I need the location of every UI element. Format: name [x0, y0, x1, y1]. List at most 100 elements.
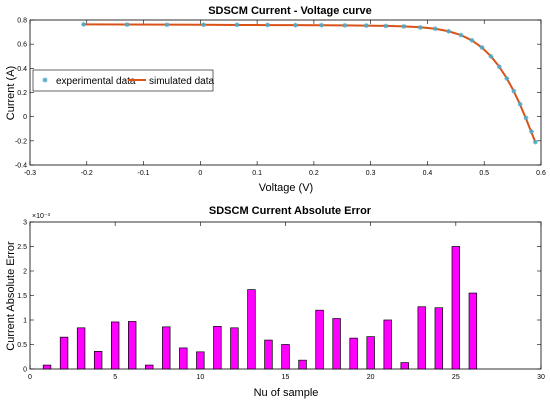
experimental-data-point [446, 28, 452, 34]
experimental-data-point [363, 23, 369, 28]
experimental-data-point [234, 22, 240, 28]
experimental-series [81, 21, 538, 145]
iv-x-tick-label: 0.6 [536, 170, 546, 177]
iv-x-tick-label: -0.2 [81, 170, 93, 177]
iv-chart-title: SDSCM Current - Voltage curve [208, 5, 372, 17]
error-bar [349, 337, 358, 370]
error-chart-title: SDSCM Current Absolute Error [209, 205, 372, 217]
error-y-tick-label: 2 [23, 269, 27, 276]
experimental-data-point [458, 32, 464, 38]
iv-legend: experimental data simulated data [32, 69, 214, 92]
iv-y-tick-label: -0.2 [15, 138, 27, 145]
error-bar [128, 321, 137, 370]
experimental-data-point [479, 45, 485, 50]
experimental-data-point [318, 22, 324, 28]
error-bar [110, 321, 120, 370]
error-bar [247, 289, 256, 370]
iv-plot-area [29, 19, 542, 166]
experimental-data-point [401, 24, 407, 29]
error-bar [179, 347, 188, 370]
experimental-data-point [265, 22, 271, 28]
experimental-data-point [417, 25, 423, 30]
iv-y-axis-label: Current (A) [5, 66, 17, 120]
iv-x-axis-label: Voltage (V) [259, 182, 313, 194]
iv-y-tick-label: -0.4 [15, 163, 27, 170]
error-x-axis-label: Nu of sample [254, 387, 319, 399]
error-bar [468, 292, 478, 370]
experimental-data-point [342, 22, 348, 28]
error-scale-label: ×10⁻³ [32, 213, 51, 220]
error-bar [162, 326, 171, 370]
iv-y-ticks: -0.4 -0.2 0 0.2 0.4 0.6 0.8 [15, 18, 541, 170]
iv-x-tick-label: 0.3 [366, 170, 376, 177]
experimental-data-point [532, 139, 538, 145]
error-bar [366, 336, 375, 370]
error-bar [417, 306, 426, 370]
error-x-tick-label: 0 [28, 374, 32, 381]
error-y-tick-label: 3 [23, 220, 27, 227]
iv-x-tick-label: -0.1 [138, 170, 150, 177]
error-x-tick-label: 5 [113, 374, 117, 381]
error-x-ticks: 0 5 10 15 20 25 30 [28, 222, 545, 381]
error-bar [196, 351, 205, 370]
error-x-tick-label: 25 [452, 374, 460, 381]
iv-x-tick-label: 0.4 [423, 170, 433, 177]
error-bar [264, 339, 273, 370]
error-bar [76, 327, 86, 370]
experimental-data-point [469, 37, 475, 43]
experimental-data-point [496, 64, 502, 70]
experimental-data-point [523, 115, 529, 121]
error-y-axis-label: Current Absolute Error [5, 241, 17, 351]
error-bar [298, 359, 307, 370]
legend-star-icon [42, 77, 48, 83]
error-bar [383, 319, 392, 370]
error-x-tick-label: 15 [282, 374, 290, 381]
iv-y-tick-label: 0.2 [17, 90, 27, 97]
error-y-tick-label: 2.5 [17, 244, 27, 251]
legend-experimental-marker [42, 77, 48, 83]
iv-x-ticks: -0.3 -0.2 -0.1 0 0.1 0.2 0.3 0.4 0.5 0.6 [24, 20, 546, 177]
experimental-data-point [511, 88, 517, 94]
experimental-data-point [201, 22, 206, 28]
legend-simulated-label: simulated data [149, 76, 214, 87]
simulated-series [83, 23, 537, 143]
experimental-data-point [504, 76, 510, 81]
error-bars [42, 246, 478, 370]
iv-y-tick-label: 0.6 [17, 42, 27, 49]
error-bar [451, 246, 461, 370]
iv-x-tick-label: 0.1 [252, 170, 262, 177]
error-y-tick-label: 1.5 [17, 293, 27, 300]
experimental-data-point [517, 101, 523, 107]
experimental-data-point [529, 129, 534, 134]
experimental-data-point [383, 23, 389, 29]
error-x-tick-label: 20 [367, 374, 375, 381]
error-y-ticks: 0 0.5 1 1.5 2 2.5 3 [17, 220, 541, 374]
iv-x-tick-label: 0.2 [309, 170, 319, 177]
legend-experimental-label: experimental data [56, 76, 136, 87]
simulated-data-line [83, 23, 537, 143]
error-y-tick-label: 0.5 [17, 342, 27, 349]
iv-x-tick-label: -0.3 [24, 170, 36, 177]
error-bar [145, 364, 154, 370]
error-bar [315, 309, 324, 370]
error-y-tick-label: 1 [23, 318, 27, 325]
experimental-data-point [432, 26, 438, 32]
error-bar [281, 344, 290, 370]
experimental-data-point [164, 22, 170, 28]
iv-x-tick-label: 0.5 [479, 170, 489, 177]
iv-y-tick-label: 0.8 [17, 18, 27, 25]
experimental-data-point [488, 53, 494, 59]
error-x-tick-label: 10 [196, 374, 204, 381]
legend-box [32, 69, 214, 92]
error-bar [59, 336, 69, 370]
experimental-data-point [293, 22, 299, 28]
error-bar [213, 326, 222, 370]
iv-y-tick-label: 0 [23, 114, 27, 121]
error-bar [93, 351, 103, 370]
iv-y-tick-label: 0.4 [17, 66, 27, 73]
iv-x-tick-label: 0 [198, 170, 202, 177]
error-bar [230, 327, 239, 370]
error-bar [42, 364, 52, 370]
experimental-data-point [81, 21, 86, 27]
